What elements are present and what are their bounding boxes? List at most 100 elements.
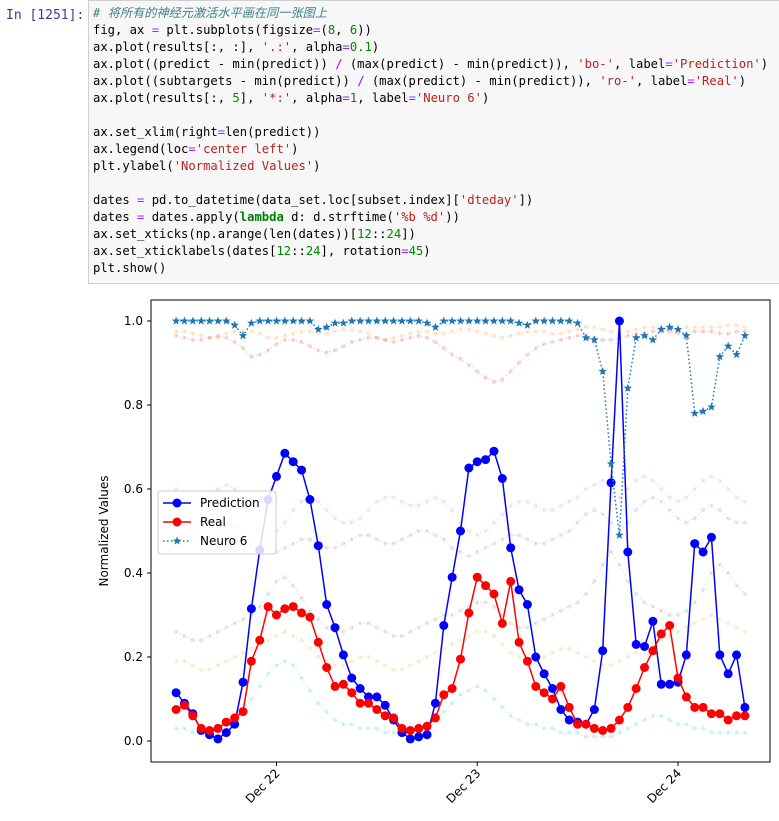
code-line[interactable]: ax.plot(results[:, 5], '*:', alpha=1, la… <box>93 91 490 105</box>
faint-neuron-point <box>282 629 287 634</box>
faint-neuron-point <box>558 337 563 342</box>
faint-neuron-point <box>199 333 204 338</box>
faint-neuron-point <box>592 508 597 512</box>
faint-neuron-point <box>508 503 513 508</box>
code-line[interactable]: plt.ylabel('Normalized Values') <box>93 159 321 173</box>
faint-neuron-point <box>583 512 588 517</box>
faint-neuron-point <box>341 520 346 525</box>
neuro6-point <box>347 316 357 325</box>
faint-neuron-point <box>249 354 254 359</box>
code-line[interactable]: ax.plot((predict - min(predict)) / (max(… <box>93 57 769 71</box>
real-point <box>213 723 223 733</box>
neuro6-point <box>280 316 290 325</box>
faint-neuron-point <box>567 730 572 735</box>
real-point <box>347 688 357 698</box>
real-point <box>606 723 616 733</box>
faint-neuron-point <box>500 377 505 382</box>
legend-real-marker <box>172 517 182 527</box>
code-line[interactable]: ax.plot((subtargets - min(predict)) / (m… <box>93 74 747 88</box>
faint-neuron-point <box>650 604 655 609</box>
code-text[interactable]: # 将所有的神经元激活水平画在同一张图上 fig, ax = plt.subpl… <box>93 5 768 277</box>
code-line[interactable]: ax.plot(results[:, :], '.:', alpha=0.1) <box>93 40 380 54</box>
faint-neuron-point <box>650 495 655 500</box>
real-point <box>589 723 599 733</box>
faint-neuron-point <box>533 541 538 546</box>
legend-neuro6-label: Neuro 6 <box>200 534 247 548</box>
code-line[interactable]: plt.show() <box>93 261 167 275</box>
neuro6-point <box>422 318 432 327</box>
real-point <box>397 723 407 733</box>
prediction-point <box>313 541 323 551</box>
real-point <box>648 646 658 656</box>
code-line[interactable]: ax.set_xticks(np.arange(len(dates))[12::… <box>93 227 416 241</box>
faint-neuron-point <box>433 650 438 655</box>
neuro6-point <box>481 316 490 325</box>
faint-neuron-point <box>215 663 220 668</box>
faint-neuron-point <box>617 730 622 735</box>
faint-neuron-point <box>500 335 505 340</box>
faint-neuron-point <box>466 688 471 693</box>
real-line <box>175 575 745 732</box>
faint-neuron-point <box>475 369 480 374</box>
neuro6-point <box>355 316 365 325</box>
faint-neuron-point <box>416 659 421 664</box>
prediction-point <box>497 474 507 483</box>
code-line[interactable]: ax.set_xlim(right=len(predict)) <box>93 125 321 139</box>
real-point <box>556 681 566 691</box>
neuro6-point <box>740 331 750 340</box>
faint-neuron-point <box>441 499 446 504</box>
faint-neuron-point <box>441 537 446 542</box>
prediction-point <box>405 734 415 744</box>
real-point <box>698 702 708 712</box>
faint-neuron-point <box>399 634 404 638</box>
faint-neuron-point <box>734 495 739 500</box>
faint-neuron-point <box>517 331 522 336</box>
faint-neuron-point <box>266 592 271 596</box>
faint-neuron-point <box>692 487 697 491</box>
prediction-point <box>723 669 733 679</box>
real-point <box>665 621 675 630</box>
code-editor[interactable]: # 将所有的神经元激活水平画在同一张图上 fig, ax = plt.subpl… <box>88 0 779 284</box>
real-point <box>522 656 532 666</box>
code-line[interactable]: ax.set_xticklabels(dates[12::24], rotati… <box>93 244 431 258</box>
faint-neuron-point <box>533 503 538 508</box>
faint-neuron-point <box>466 363 471 368</box>
faint-neuron-point <box>232 655 237 659</box>
faint-neuron-point <box>441 346 446 351</box>
code-line[interactable]: fig, ax = plt.subplots(figsize=(8, 6)) <box>93 23 372 37</box>
neuro6-point <box>431 322 440 331</box>
faint-neuron-point <box>500 537 505 542</box>
neuro6-point <box>406 316 415 325</box>
prediction-point <box>347 673 357 683</box>
faint-neuron-point <box>525 329 530 334</box>
faint-neuron-point <box>341 541 346 546</box>
code-line[interactable]: dates = pd.to_datetime(data_set.loc[subs… <box>93 193 534 207</box>
neuro6-point <box>238 331 248 340</box>
real-point <box>330 681 340 691</box>
faint-neuron-point <box>609 337 614 342</box>
faint-neuron-point <box>525 625 530 630</box>
faint-neuron-point <box>684 495 689 500</box>
faint-neuron-point <box>575 650 580 655</box>
real-point <box>372 705 382 714</box>
code-line[interactable]: # 将所有的神经元激活水平画在同一张图上 <box>93 6 328 20</box>
faint-neuron-point <box>450 508 455 512</box>
faint-neuron-point <box>491 697 496 701</box>
faint-neuron-point <box>316 617 321 622</box>
code-line[interactable]: ax.legend(loc='center left') <box>93 142 299 156</box>
faint-neuron-point <box>416 333 421 338</box>
faint-neuron-point <box>483 688 488 693</box>
prediction-point <box>690 539 700 549</box>
neuro6-point <box>723 341 733 350</box>
faint-neuron-point <box>307 688 312 693</box>
prediction-point <box>280 448 290 458</box>
faint-neuron-point <box>291 508 296 512</box>
neuro6-point <box>330 318 340 327</box>
faint-neuron-point <box>307 344 312 349</box>
faint-neuron-point <box>408 663 413 668</box>
faint-neuron-point <box>659 499 664 504</box>
faint-neuron-point <box>232 340 237 344</box>
faint-neuron-point <box>257 352 262 357</box>
code-line[interactable]: dates = dates.apply(lambda d: d.strftime… <box>93 210 460 224</box>
faint-neuron-point <box>224 625 229 630</box>
